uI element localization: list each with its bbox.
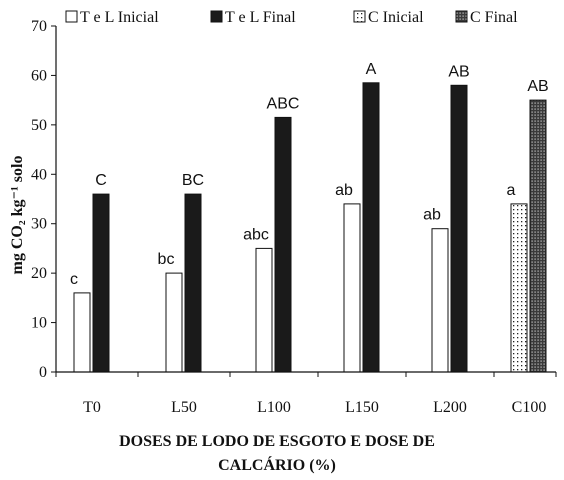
- sig-label-1-0: C: [95, 172, 107, 189]
- y-tick-label-4: 40: [31, 166, 47, 183]
- sig-label-1-2: ABC: [267, 95, 300, 112]
- y-tick-label-7: 70: [31, 18, 47, 35]
- sig-label-2-5: a: [507, 182, 516, 199]
- bar-0-1: [165, 272, 183, 373]
- bars-layer: [73, 82, 547, 373]
- bar-2-5: [510, 203, 528, 373]
- legend-swatch-2: [353, 10, 366, 23]
- legend-swatch-3: [455, 10, 468, 23]
- y-tick-label-0: 0: [39, 364, 47, 381]
- y-tick-label-5: 50: [31, 117, 47, 134]
- sig-label-0-0: c: [70, 271, 78, 288]
- legend-label-1: T e L Final: [225, 9, 296, 26]
- y-axis-title: mg CO₂ kg⁻¹ solo: [9, 156, 26, 275]
- x-tick-label-0: T0: [83, 399, 101, 416]
- legend-swatch-1: [210, 10, 223, 23]
- x-tick-label-2: L100: [257, 399, 291, 416]
- y-tick-label-1: 10: [31, 315, 47, 332]
- sig-label-1-3: A: [366, 61, 377, 78]
- legend-swatch-0: [65, 10, 78, 23]
- legend-item-1: T e L Final: [210, 9, 296, 26]
- bar-1-3: [362, 82, 380, 373]
- x-tick-label-4: L200: [433, 399, 467, 416]
- legend-item-2: C Inicial: [353, 9, 424, 26]
- sig-label-0-1: bc: [158, 251, 175, 268]
- x-tick-label-1: L50: [171, 399, 197, 416]
- axes: 0 10 20 30 40 50 60 70 T0 L50 L100 L150 L200 C100: [31, 18, 557, 416]
- bar-0-3: [343, 203, 361, 373]
- sig-label-0-4: ab: [423, 207, 441, 224]
- bar-1-1: [184, 193, 202, 373]
- x-axis-title-line-2: CALCÁRIO (%): [218, 455, 336, 474]
- bar-3-5: [529, 99, 547, 373]
- significance-labels: c Cbc BC abc ABC ab Aab AB a AB: [70, 61, 549, 288]
- legend: T e L Inicial T e L Final C Inicial C Fi…: [65, 9, 518, 26]
- bar-1-0: [92, 193, 110, 373]
- sig-label-1-1: BC: [182, 172, 204, 189]
- sig-label-3-5: AB: [527, 78, 548, 95]
- sig-label-0-3: ab: [335, 182, 353, 199]
- legend-item-0: T e L Inicial: [65, 9, 159, 26]
- bar-0-0: [73, 292, 91, 373]
- x-axis-title-line-1: DOSES DE LODO DE ESGOTO E DOSE DE: [119, 433, 435, 450]
- x-tick-label-3: L150: [345, 399, 379, 416]
- bar-0-2: [255, 247, 273, 373]
- y-tick-label-3: 30: [31, 216, 47, 233]
- x-tick-label-5: C100: [512, 399, 547, 416]
- y-tick-label-6: 60: [31, 67, 47, 84]
- bar-1-2: [274, 116, 292, 373]
- legend-label-2: C Inicial: [368, 9, 424, 26]
- bar-0-4: [431, 228, 449, 373]
- y-axis-label: mg CO₂ kg⁻¹ solo: [9, 156, 26, 275]
- bar-1-4: [450, 84, 468, 373]
- legend-label-0: T e L Inicial: [80, 9, 159, 26]
- legend-item-3: C Final: [455, 9, 518, 26]
- y-tick-label-2: 20: [31, 265, 47, 282]
- sig-label-0-2: abc: [243, 226, 269, 243]
- sig-label-1-4: AB: [448, 63, 469, 80]
- legend-label-3: C Final: [470, 9, 518, 26]
